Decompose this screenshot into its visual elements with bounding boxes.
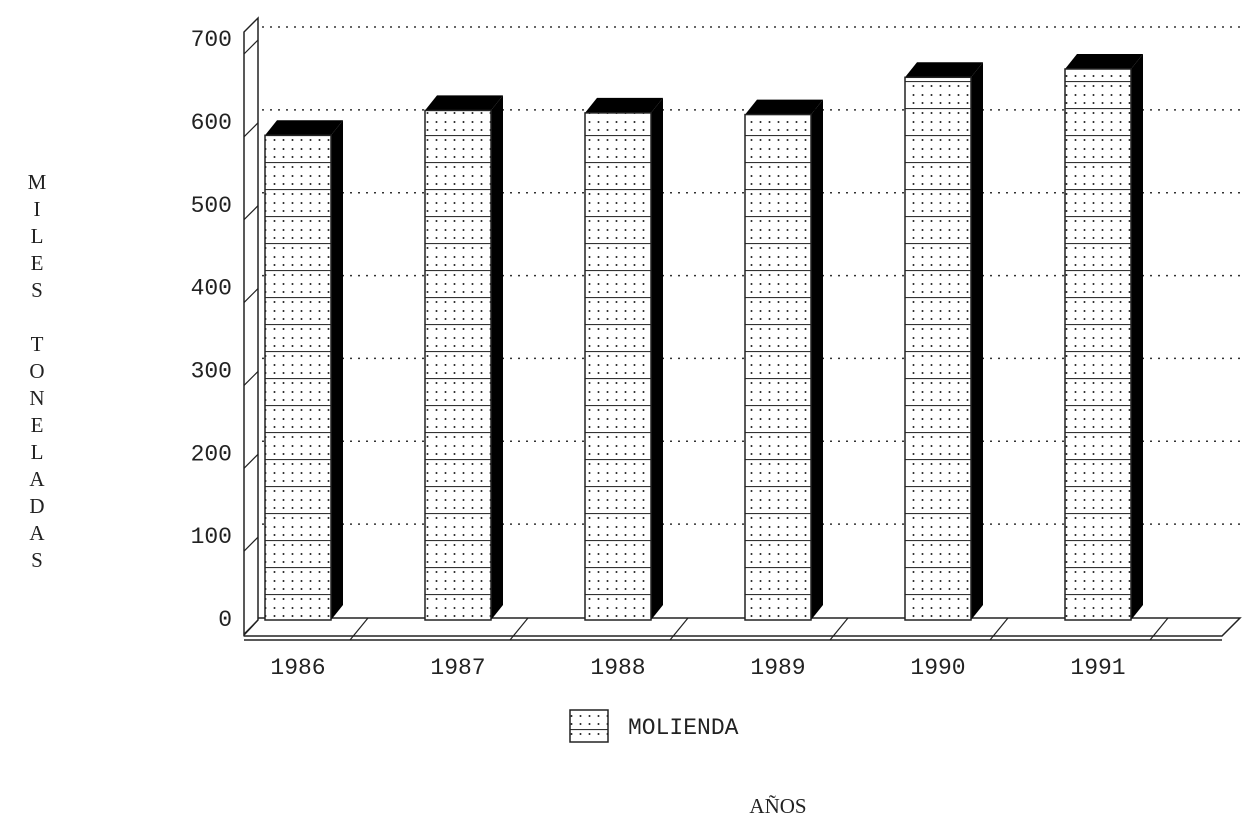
bar-top (745, 99, 823, 115)
tick-mark (243, 39, 259, 55)
bar-side (491, 95, 503, 620)
bar (264, 134, 332, 621)
tick-mark (243, 122, 259, 138)
x-tick-label: 1986 (270, 655, 325, 681)
legend-label: MOLIENDA (628, 715, 739, 741)
bar-top (425, 95, 503, 111)
x-tick (669, 617, 689, 641)
bar-side (331, 120, 343, 621)
y-tick-label: 600 (191, 110, 232, 136)
y-tick-label: 100 (191, 524, 232, 550)
x-tick-label: 1989 (750, 655, 805, 681)
bar (584, 112, 652, 621)
bar-side (651, 97, 663, 620)
y-tick-label: 300 (191, 359, 232, 385)
y-tick-label: 700 (191, 27, 232, 53)
bar (904, 76, 972, 621)
y-tick-label: 0 (218, 607, 232, 633)
x-tick-label: 1987 (430, 655, 485, 681)
tick-mark (243, 619, 259, 635)
bar (424, 109, 492, 621)
bar (744, 113, 812, 621)
bar-side (971, 62, 983, 621)
bar-side (811, 99, 823, 621)
y-tick-label: 400 (191, 276, 232, 302)
bar-top (585, 97, 663, 113)
tick-mark (243, 371, 259, 386)
bar (1064, 68, 1132, 621)
x-tick-label: 1990 (910, 655, 965, 681)
bar-group (904, 62, 983, 621)
bar-group (424, 95, 503, 621)
x-tick-label: 1991 (1070, 655, 1125, 681)
tick-mark (243, 205, 259, 221)
x-tick-label: 1988 (590, 655, 645, 681)
y-tick-label: 200 (191, 441, 232, 467)
x-tick (829, 617, 849, 641)
bar-top (1065, 54, 1143, 69)
bar-group (744, 99, 823, 621)
x-tick (989, 617, 1009, 641)
tick-mark (243, 453, 259, 469)
bar-top (905, 62, 983, 78)
left-wall (243, 16, 259, 637)
x-axis-label: AÑOS (749, 794, 806, 818)
x-tick (349, 617, 369, 641)
bar-group (584, 97, 663, 621)
y-tick-label: 500 (191, 193, 232, 219)
bar-group (264, 120, 343, 621)
bar-side (1131, 54, 1143, 620)
tick-mark (243, 536, 259, 552)
legend-swatch (569, 709, 609, 743)
y-axis-label: MILES TONELADAS (25, 170, 49, 575)
bar-group (1064, 54, 1143, 621)
x-tick (1149, 617, 1169, 641)
tick-mark (243, 288, 259, 303)
bar-top (265, 120, 343, 136)
x-tick (509, 617, 529, 641)
